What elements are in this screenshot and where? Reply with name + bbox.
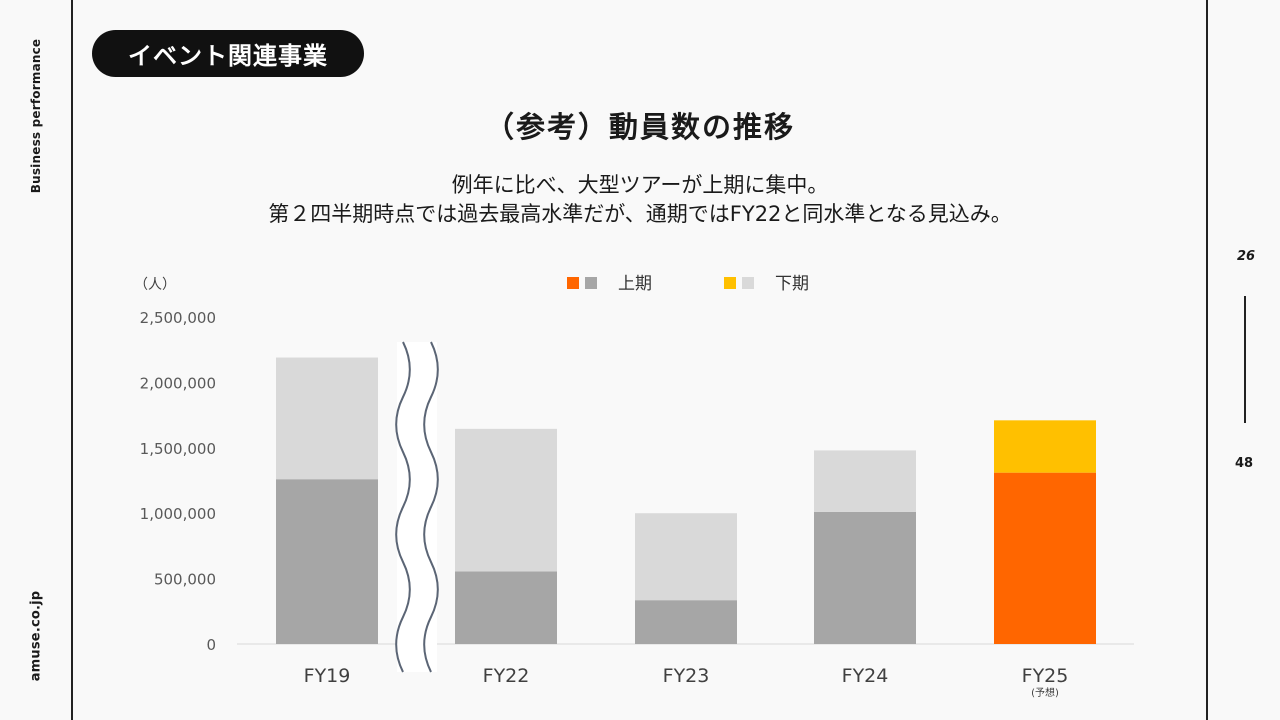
bar-fy22-series-1 [455, 571, 557, 644]
y-tick-label: 2,000,000 [140, 374, 216, 392]
legend-swatch-secondary [742, 277, 754, 289]
section-badge: イベント関連事業 [92, 30, 364, 77]
legend-swatch-primary [567, 277, 579, 289]
bar-fy23-series-2 [635, 513, 737, 601]
y-tick-label: 2,500,000 [140, 309, 216, 327]
bar-fy24-series-1 [814, 511, 916, 644]
bar-fy19-series-2 [276, 357, 378, 480]
bar-fy23-series-1 [635, 600, 737, 644]
bar-fy22-series-2 [455, 428, 557, 572]
x-tick-label: FY23 [663, 665, 710, 687]
legend-label: 上期 [618, 274, 652, 294]
y-tick-label: 1,500,000 [140, 440, 216, 458]
x-tick-label: FY24 [842, 665, 889, 687]
legend-swatch-primary [724, 277, 736, 289]
y-tick-label: 0 [206, 636, 216, 654]
x-tick-label: FY25 [1022, 665, 1069, 687]
y-tick-label: 1,000,000 [140, 505, 216, 523]
subtitle-line-2: 第２四半期時点では過去最高水準だが、通期ではFY22と同水準となる見込み。 [268, 202, 1012, 226]
page-divider [1244, 296, 1246, 423]
bar-fy25-series-2 [994, 420, 1096, 473]
x-tick-label: FY22 [483, 665, 530, 687]
axis-break-line-left [395, 341, 411, 673]
slide-title: （参考）動員数の推移 [484, 110, 795, 144]
x-tick-label: FY19 [304, 665, 351, 687]
subtitle-line-1: 例年に比べ、大型ツアーが上期に集中。 [451, 173, 829, 197]
y-tick-label: 500,000 [154, 571, 216, 589]
page-number: 26 [1236, 249, 1256, 264]
axis-break-line-right [423, 341, 439, 673]
bar-fy19-series-1 [276, 479, 378, 644]
bar-fy24-series-2 [814, 450, 916, 512]
page-total: 48 [1234, 456, 1254, 471]
y-axis-label: （人） [134, 277, 176, 293]
left-frame-line [71, 0, 73, 720]
x-tick-note: (予想) [1031, 686, 1059, 699]
legend-swatch-secondary [585, 277, 597, 289]
bar-fy25-series-1 [994, 472, 1096, 644]
legend-label: 下期 [775, 274, 809, 294]
right-frame-line [1206, 0, 1208, 720]
